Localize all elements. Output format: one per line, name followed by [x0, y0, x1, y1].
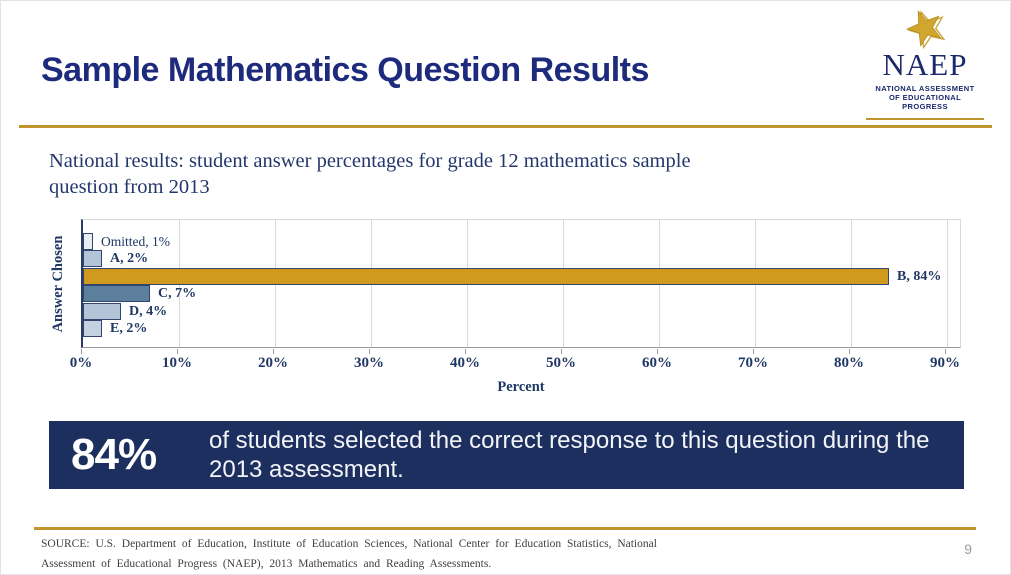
x-tick-label: 70% — [738, 355, 768, 371]
bar-omitted — [83, 233, 93, 250]
gridline — [947, 220, 948, 347]
logo-divider — [866, 118, 984, 120]
x-tick-mark — [177, 349, 178, 354]
header-divider — [19, 125, 992, 128]
bar-data-label: B, 84% — [897, 269, 942, 284]
x-tick-label: 60% — [642, 355, 672, 371]
source-note-line: SOURCE: U.S. Department of Education, In… — [41, 538, 657, 550]
x-tick-mark — [369, 349, 370, 354]
x-tick-label: 80% — [834, 355, 864, 371]
x-tick-label: 40% — [450, 355, 480, 371]
x-tick-label: 20% — [258, 355, 288, 371]
x-axis-title: Percent — [497, 379, 545, 395]
bar-c — [83, 285, 150, 302]
source-note-line: Assessment of Educational Progress (NAEP… — [41, 558, 492, 570]
source-note: SOURCE: U.S. Department of Education, In… — [41, 534, 721, 574]
page-number: 9 — [964, 541, 972, 557]
x-tick-label: 90% — [930, 355, 960, 371]
bar-data-label: Omitted, 1% — [101, 234, 170, 249]
key-stat-callout: 84% of students selected the correct res… — [49, 421, 964, 489]
logo-wordmark: NAEP — [882, 47, 968, 82]
x-tick-label: 50% — [546, 355, 576, 371]
chart-caption: National results: student answer percent… — [49, 150, 691, 198]
naep-logo: NAEP NATIONAL ASSESSMENT OF EDUCATIONAL … — [866, 7, 984, 120]
x-tick-label: 30% — [354, 355, 384, 371]
bar-data-label: C, 7% — [158, 286, 197, 301]
key-stat-value: 84% — [71, 430, 157, 479]
bar-e — [83, 320, 102, 337]
x-tick-mark — [753, 349, 754, 354]
bar-data-label: A, 2% — [110, 251, 149, 266]
gold-star-icon — [905, 10, 946, 49]
x-tick-label: 10% — [162, 355, 192, 371]
key-stat-text: of students selected the correct respons… — [209, 427, 930, 483]
footer-divider — [34, 527, 976, 530]
x-tick-mark — [657, 349, 658, 354]
x-tick-mark — [561, 349, 562, 354]
x-tick-mark — [273, 349, 274, 354]
logo-tagline-line: PROGRESS — [902, 102, 948, 111]
plot-area: Omitted, 1% A, 2% B, 84% C, 7% D, 4% E, 2% — [81, 219, 961, 348]
logo-tagline-line: OF EDUCATIONAL — [888, 93, 962, 102]
bar-data-label: D, 4% — [129, 304, 168, 319]
bar-a — [83, 250, 102, 267]
bar-d — [83, 303, 121, 320]
x-tick-mark — [849, 349, 850, 354]
page-title: Sample Mathematics Question Results — [41, 51, 649, 89]
logo-tagline: NATIONAL ASSESSMENT OF EDUCATIONAL PROGR… — [866, 84, 984, 111]
x-tick-label: 0% — [69, 355, 93, 371]
y-axis-title: Answer Chosen — [50, 235, 66, 333]
bar-chart: Answer Chosen Omitted, 1% A, 2% B, 84% C, 7… — [1, 219, 1010, 401]
bar-data-label: E, 2% — [110, 321, 148, 336]
logo-tagline-line: NATIONAL ASSESSMENT — [875, 84, 975, 93]
x-tick-mark — [465, 349, 466, 354]
bar-b — [83, 268, 889, 285]
x-tick-mark — [81, 349, 82, 354]
x-tick-mark — [945, 349, 946, 354]
